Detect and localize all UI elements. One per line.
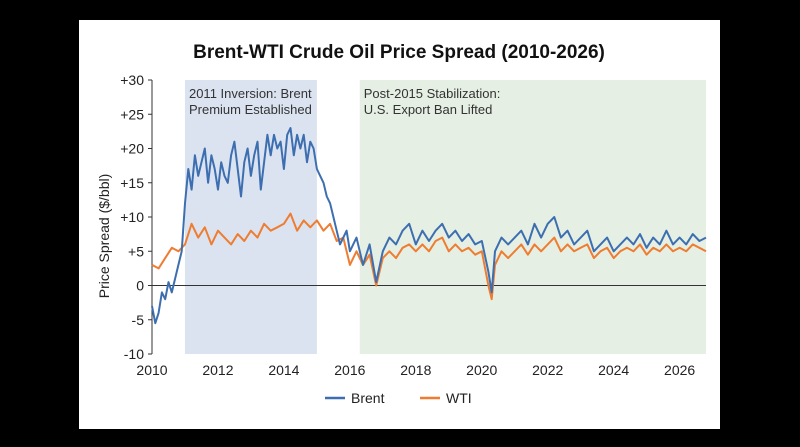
x-tick-label: 2018	[400, 362, 431, 378]
x-tick-label: 2010	[136, 362, 167, 378]
x-tick-label: 2016	[334, 362, 365, 378]
y-axis-label: Price Spread ($/bbl)	[96, 174, 112, 299]
region-annotation-1-line-1: 2011 Inversion: Brent	[189, 86, 312, 101]
series-lines	[151, 127, 707, 325]
x-tick-label: 2022	[532, 362, 563, 378]
y-tick-label: +5	[128, 243, 144, 259]
chart-title: Brent-WTI Crude Oil Price Spread (2010-2…	[193, 42, 605, 63]
shaded-regions	[184, 80, 706, 354]
y-tick-label: +25	[120, 106, 144, 122]
chart-card: Brent-WTI Crude Oil Price Spread (2010-2…	[79, 20, 720, 429]
y-tick-label: +30	[120, 72, 144, 88]
x-tick-label: 2024	[598, 362, 629, 378]
legend-label-brent: Brent	[351, 390, 385, 406]
series-line-brent	[151, 127, 707, 325]
y-tick-label: +10	[120, 209, 144, 225]
y-tick-label: +15	[120, 175, 144, 191]
legend: Brent WTI	[325, 390, 472, 406]
x-tick-label: 2014	[268, 362, 299, 378]
shaded-region-2	[359, 80, 706, 354]
axes: -10 -5 0 +5 +10 +15 +20 +25 +30 2010 2012 2014 2016 2…	[120, 72, 706, 378]
y-tick-label: 0	[136, 278, 144, 294]
x-tick-label: 2026	[664, 362, 695, 378]
series-line-wti	[151, 212, 707, 301]
legend-label-wti: WTI	[446, 390, 472, 406]
y-tick-label: -5	[132, 312, 145, 328]
chart: Brent-WTI Crude Oil Price Spread (2010-2…	[96, 42, 707, 406]
region-annotation-1-line-2: Premium Established	[189, 102, 312, 117]
region-annotation-2-line-2: U.S. Export Ban Lifted	[364, 102, 493, 117]
shaded-region-1	[184, 80, 317, 354]
y-tick-label: +20	[120, 141, 144, 157]
y-tick-label: -10	[124, 346, 144, 362]
x-tick-label: 2020	[466, 362, 497, 378]
x-tick-label: 2012	[202, 362, 233, 378]
region-annotation-2-line-1: Post-2015 Stabilization:	[364, 86, 501, 101]
